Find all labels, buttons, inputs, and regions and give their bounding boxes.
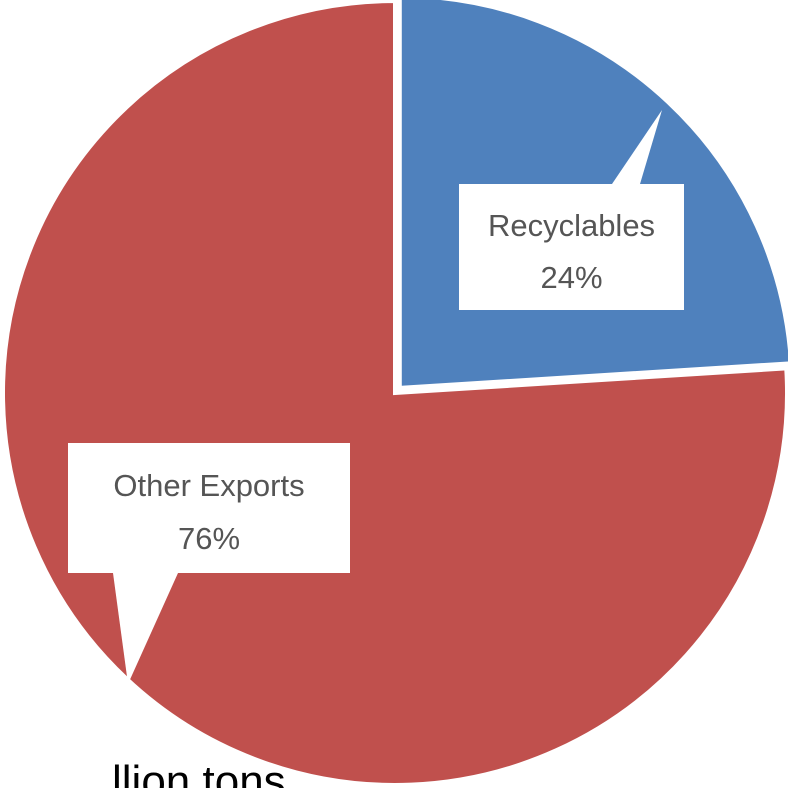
slice-percent-label: 24% — [540, 260, 602, 295]
slice-percent-label: 76% — [178, 521, 240, 556]
slice-label: Recyclables — [488, 208, 655, 243]
cutoff-caption-text: llion tons — [112, 757, 286, 788]
callout-pointer — [612, 110, 662, 184]
callout-box — [459, 184, 684, 310]
callout-recyclables: Recyclables 24% — [459, 110, 684, 310]
slice-label: Other Exports — [113, 468, 304, 503]
pie-callouts: Recyclables 24% Other Exports 76% — [68, 110, 684, 684]
callout-other-exports: Other Exports 76% — [68, 443, 350, 684]
callout-pointer — [113, 573, 178, 684]
callout-box — [68, 443, 350, 573]
